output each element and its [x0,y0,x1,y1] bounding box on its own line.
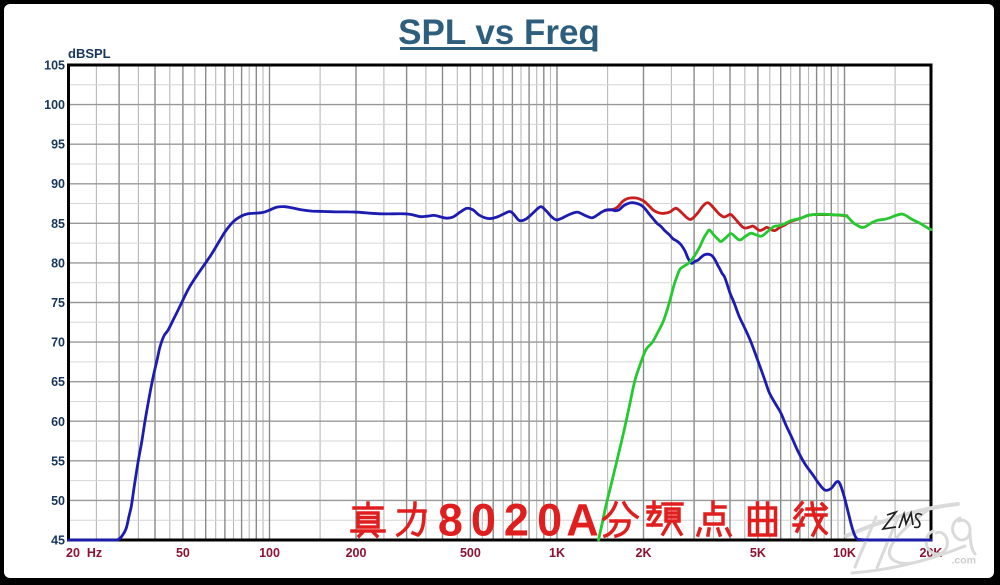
svg-text:55: 55 [51,454,65,468]
svg-text:70: 70 [51,336,65,350]
svg-text:20 Hz: 20 Hz [66,546,102,560]
svg-text:8: 8 [438,495,463,546]
svg-text:2K: 2K [636,546,652,560]
svg-text:dBSPL: dBSPL [68,46,111,61]
svg-text:100: 100 [44,98,65,112]
svg-text:200: 200 [346,546,367,560]
svg-text:50: 50 [176,546,190,560]
svg-text:SPL vs Freq: SPL vs Freq [398,13,600,52]
svg-text:75: 75 [51,296,65,310]
svg-text:100: 100 [259,546,280,560]
svg-text:50: 50 [51,494,65,508]
svg-text:65: 65 [51,375,65,389]
svg-text:2: 2 [504,495,529,546]
svg-text:5K: 5K [750,546,766,560]
svg-text:10K: 10K [833,546,856,560]
svg-text:500: 500 [460,546,481,560]
svg-text:85: 85 [51,217,65,231]
svg-text:60: 60 [51,415,65,429]
svg-text:90: 90 [51,177,65,191]
svg-text:0: 0 [471,495,496,546]
svg-text:.com: .com [952,555,977,567]
svg-text:1K: 1K [549,546,565,560]
svg-text:95: 95 [51,138,65,152]
svg-text:105: 105 [44,59,65,73]
svg-text:0: 0 [537,495,562,546]
svg-text:45: 45 [51,534,65,548]
svg-text:A: A [566,495,599,546]
svg-text:80: 80 [51,256,65,270]
